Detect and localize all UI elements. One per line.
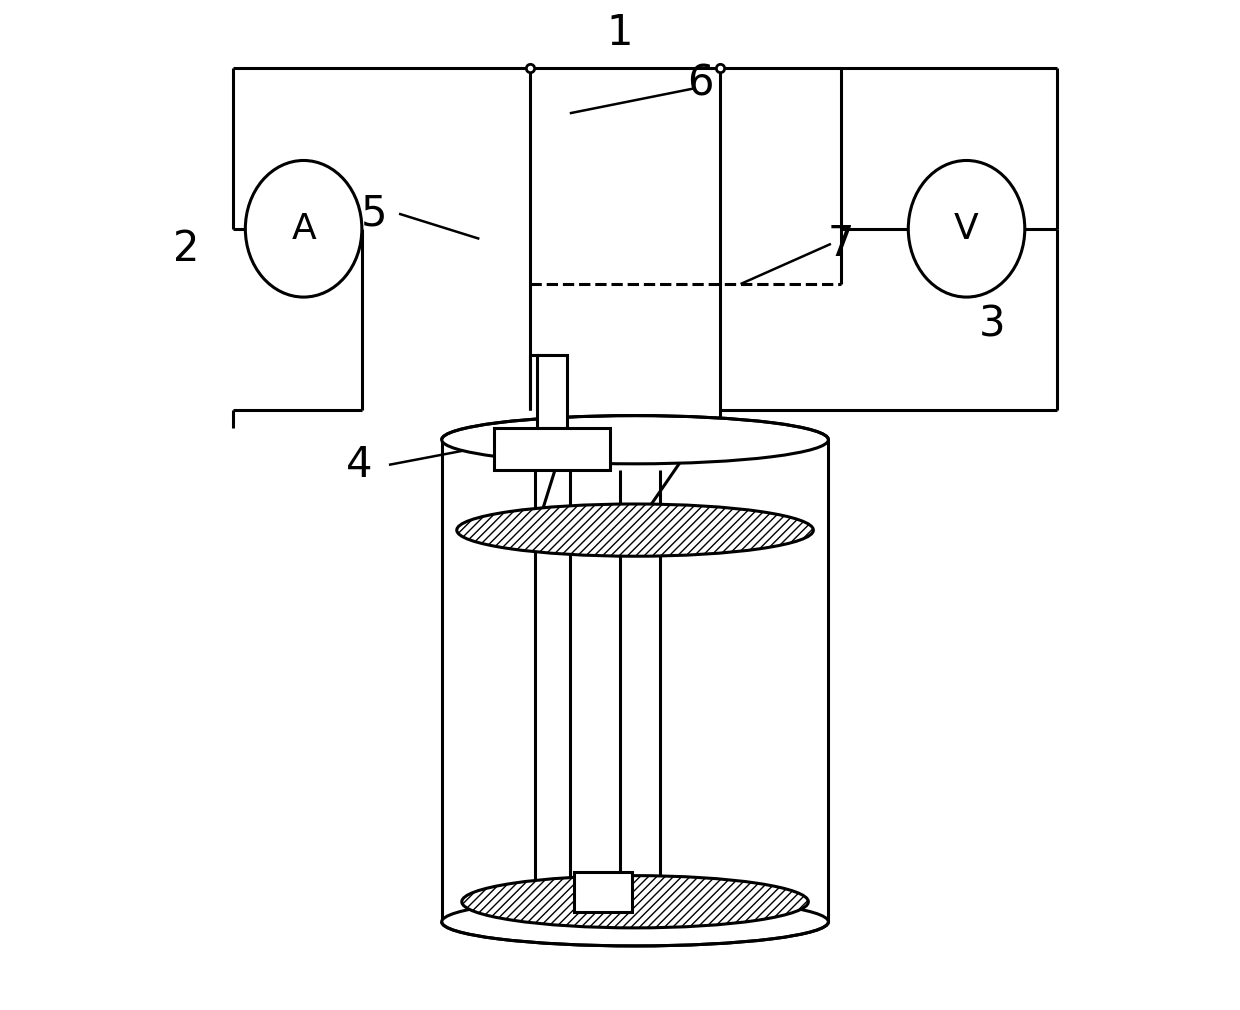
Text: 5: 5 [361, 193, 387, 234]
Ellipse shape [908, 161, 1024, 297]
Ellipse shape [246, 161, 362, 297]
Ellipse shape [441, 415, 828, 464]
Text: 6: 6 [687, 63, 713, 104]
Ellipse shape [456, 504, 813, 557]
Text: 7: 7 [828, 223, 854, 265]
Bar [537, 356, 567, 427]
Ellipse shape [461, 876, 808, 928]
Text: 4: 4 [346, 443, 372, 486]
Text: 3: 3 [978, 303, 1004, 345]
Bar [495, 427, 610, 470]
Bar [574, 872, 632, 912]
Ellipse shape [441, 898, 828, 946]
Text: A: A [291, 212, 316, 245]
Text: 1: 1 [606, 12, 634, 54]
Text: 2: 2 [172, 228, 200, 270]
Text: V: V [954, 212, 978, 245]
